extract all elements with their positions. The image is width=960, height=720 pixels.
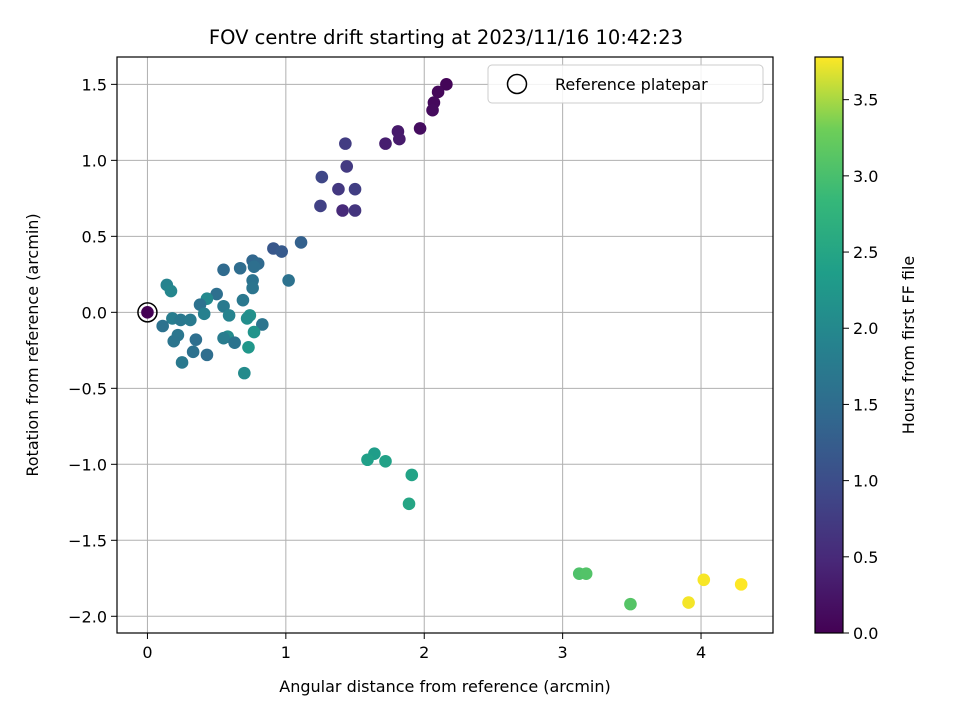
colorbar-tick-label: 0.5 bbox=[853, 548, 878, 567]
x-tick-label: 1 bbox=[281, 643, 291, 662]
colorbar-tick-label: 1.5 bbox=[853, 395, 878, 414]
data-point bbox=[174, 313, 187, 327]
data-point bbox=[275, 245, 288, 258]
data-point bbox=[256, 318, 269, 331]
legend-label: Reference platepar bbox=[555, 75, 708, 94]
data-point bbox=[405, 468, 419, 482]
data-point bbox=[348, 182, 362, 196]
colorbar-tick-label: 3.0 bbox=[853, 167, 878, 186]
data-point bbox=[294, 236, 308, 249]
legend-box bbox=[487, 64, 764, 104]
data-point bbox=[217, 331, 230, 345]
colorbar-tick-label: 1.0 bbox=[853, 472, 878, 491]
data-point bbox=[228, 336, 241, 350]
data-point bbox=[141, 306, 154, 319]
data-point bbox=[210, 287, 223, 301]
data-point bbox=[579, 567, 593, 581]
x-axis-ticks: 0 1 2 3 4 bbox=[142, 633, 706, 662]
data-point bbox=[340, 160, 354, 173]
data-point bbox=[164, 284, 178, 298]
colorbar-tick-label: 3.5 bbox=[853, 91, 878, 110]
data-point bbox=[314, 199, 327, 213]
y-axis-label: Rotation from reference (arcmin) bbox=[23, 213, 42, 476]
x-tick-label: 0 bbox=[142, 643, 152, 662]
data-point bbox=[186, 345, 200, 359]
data-point bbox=[240, 312, 254, 325]
y-tick-label: 1.5 bbox=[82, 75, 107, 94]
data-point bbox=[217, 299, 230, 313]
data-point bbox=[379, 137, 392, 150]
data-point bbox=[332, 182, 345, 196]
colorbar-tick-label: 0.0 bbox=[853, 624, 878, 643]
data-point bbox=[402, 497, 416, 511]
data-point bbox=[222, 309, 236, 322]
y-tick-label: −0.5 bbox=[68, 379, 107, 398]
x-tick-label: 3 bbox=[558, 643, 568, 662]
data-point bbox=[413, 122, 427, 135]
data-point bbox=[379, 454, 392, 468]
y-tick-label: 1.0 bbox=[82, 151, 107, 170]
data-point bbox=[348, 204, 362, 217]
x-tick-label: 4 bbox=[696, 643, 706, 662]
data-point bbox=[426, 103, 439, 117]
data-point bbox=[184, 313, 197, 327]
data-point bbox=[393, 132, 406, 146]
reference-marker-layer bbox=[137, 302, 158, 323]
colorbar-ticks: 0.0 0.5 1.0 1.5 2.0 2.5 3.0 3.5 bbox=[843, 91, 878, 643]
y-tick-label: −2.0 bbox=[68, 607, 107, 626]
colorbar bbox=[814, 56, 844, 634]
data-point bbox=[175, 356, 189, 369]
colorbar-label: Hours from first FF file bbox=[899, 256, 918, 435]
data-point bbox=[200, 348, 214, 362]
data-point bbox=[315, 170, 329, 184]
grid-lines bbox=[117, 57, 773, 633]
data-point bbox=[247, 325, 261, 339]
data-point bbox=[361, 453, 374, 467]
data-point bbox=[282, 274, 295, 287]
colorbar-tick-label: 2.0 bbox=[853, 319, 878, 338]
x-axis-label: Angular distance from reference (arcmin) bbox=[279, 677, 610, 696]
legend-marker-icon bbox=[506, 73, 528, 95]
y-tick-label: −1.5 bbox=[68, 531, 107, 550]
data-point bbox=[624, 597, 637, 611]
y-tick-label: 0.0 bbox=[82, 303, 107, 322]
data-point bbox=[246, 281, 259, 295]
data-point bbox=[682, 596, 695, 609]
data-point bbox=[217, 263, 230, 277]
x-tick-label: 2 bbox=[419, 643, 429, 662]
y-axis-ticks: −2.0 −1.5 −1.0 −0.5 0.0 0.5 1.0 1.5 bbox=[68, 75, 117, 626]
colorbar-tick-label: 2.5 bbox=[853, 243, 878, 262]
data-point bbox=[156, 319, 169, 333]
data-point bbox=[167, 334, 181, 348]
data-point bbox=[236, 293, 250, 307]
data-point bbox=[339, 137, 352, 150]
data-point bbox=[197, 307, 211, 321]
y-tick-label: 0.5 bbox=[82, 227, 107, 246]
chart-title: FOV centre drift starting at 2023/11/16 … bbox=[209, 26, 683, 49]
data-point bbox=[189, 333, 203, 346]
data-point bbox=[697, 573, 711, 587]
legend: Reference platepar bbox=[487, 64, 764, 104]
data-point bbox=[440, 78, 453, 91]
data-points bbox=[141, 78, 748, 611]
data-point bbox=[238, 366, 251, 380]
data-point bbox=[734, 578, 748, 591]
data-point bbox=[336, 204, 349, 217]
data-point bbox=[431, 85, 445, 99]
reference-marker bbox=[137, 302, 158, 323]
data-point bbox=[247, 260, 261, 274]
y-tick-label: −1.0 bbox=[68, 455, 107, 474]
data-point bbox=[242, 340, 255, 354]
plot-frame bbox=[116, 56, 774, 634]
data-point bbox=[233, 261, 247, 275]
